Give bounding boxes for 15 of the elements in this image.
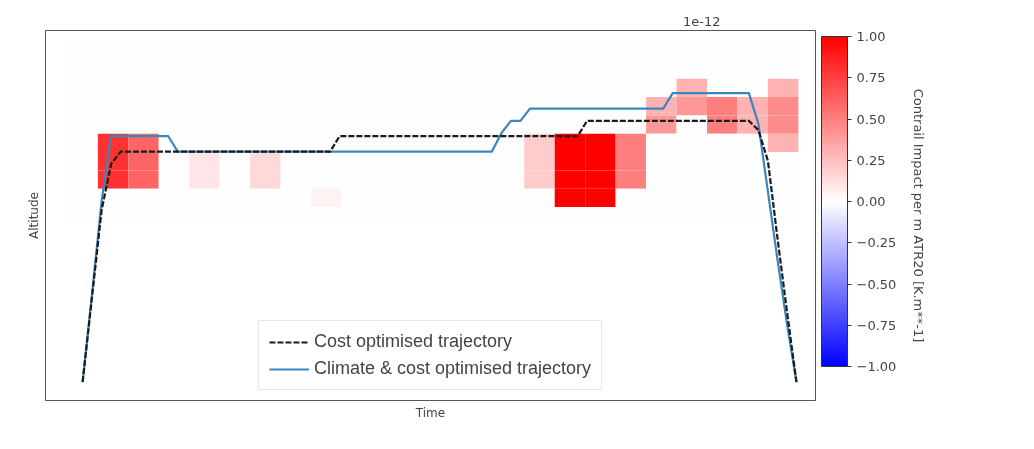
color-bar-label: 0.75 <box>856 70 886 86</box>
legend-label: Climate & cost optimised trajectory <box>313 358 592 379</box>
color-bar-label: −0.75 <box>856 317 897 333</box>
color-bar-label: −0.50 <box>856 276 897 292</box>
color-bar-label: −1.00 <box>856 359 897 374</box>
text: 1e-12 <box>683 13 721 29</box>
color-bar-label: 0.00 <box>856 194 886 209</box>
color-bar-label: 0.50 <box>856 111 886 127</box>
color-bar-label: 1.00 <box>856 29 886 44</box>
x-axis-title: Time <box>414 405 446 420</box>
y-axis-title: Altitude <box>26 192 41 239</box>
legend-label: Cost optimised trajectory <box>313 331 513 352</box>
color-bar-label: −0.25 <box>856 235 897 251</box>
color-bar-title: Contrail Impact per m ATR20 [K.m**-1] <box>910 88 926 343</box>
color-bar-label: 0.25 <box>856 152 886 168</box>
